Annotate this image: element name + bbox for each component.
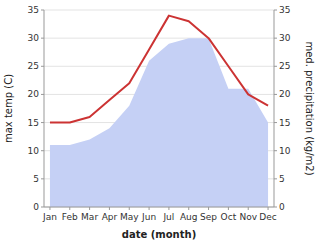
y2-axis-label: med. precipitation (kg/m2)	[304, 41, 315, 175]
x-tick-label: May	[120, 212, 139, 222]
temperature-line	[50, 16, 268, 123]
y2-tick	[274, 66, 277, 67]
x-tick	[268, 207, 269, 210]
y2-tick	[274, 122, 277, 123]
precipitation-area	[50, 38, 268, 207]
y2-tick-label: 0	[279, 202, 285, 212]
y2-tick	[274, 10, 277, 11]
x-tick	[49, 207, 50, 210]
y-tick-label: 20	[28, 89, 40, 99]
x-tick	[228, 207, 229, 210]
y-tick-label: 5	[33, 174, 39, 184]
y-tick-label: 30	[28, 33, 40, 43]
grid	[44, 10, 274, 207]
x-tick-label: Oct	[221, 212, 237, 222]
y-tick	[41, 207, 44, 208]
x-tick	[248, 207, 249, 210]
y-tick-label: 25	[28, 61, 39, 71]
y2-tick	[274, 178, 277, 179]
axes: JanFebMarAprMayJunJulAugSepOctNovDec0510…	[28, 5, 291, 222]
x-axis-label: date (month)	[122, 229, 196, 240]
grid-line	[44, 10, 274, 11]
y2-tick-label: 35	[279, 5, 290, 15]
y2-tick-label: 25	[279, 61, 290, 71]
y2-tick-label: 5	[279, 174, 285, 184]
y-tick	[41, 94, 44, 95]
y2-tick-label: 30	[279, 33, 291, 43]
x-tick-label: Jul	[162, 212, 174, 222]
x-axis-line	[44, 207, 274, 208]
y2-axis-line	[274, 10, 275, 207]
y2-tick-label: 15	[279, 118, 290, 128]
x-tick-label: Feb	[62, 212, 78, 222]
y-tick	[41, 38, 44, 39]
y-tick-label: 10	[28, 146, 40, 156]
y2-tick-label: 10	[279, 146, 291, 156]
x-tick	[129, 207, 130, 210]
grid-line	[44, 207, 274, 208]
y-axis-line	[44, 10, 45, 207]
chart: JanFebMarAprMayJunJulAugSepOctNovDec0510…	[0, 0, 318, 247]
y2-tick	[274, 94, 277, 95]
y-tick-label: 15	[28, 118, 39, 128]
y-tick-label: 0	[33, 202, 39, 212]
x-tick-label: Mar	[81, 212, 98, 222]
y-axis-label: max temp (C)	[3, 74, 14, 143]
grid-line	[44, 38, 274, 39]
x-tick-label: Nov	[239, 212, 257, 222]
x-tick-label: Jun	[141, 212, 156, 222]
x-tick	[149, 207, 150, 210]
x-tick-label: Jan	[42, 212, 57, 222]
y-tick	[41, 10, 44, 11]
x-tick	[69, 207, 70, 210]
x-tick	[188, 207, 189, 210]
x-tick	[89, 207, 90, 210]
x-tick	[168, 207, 169, 210]
x-tick-label: Dec	[259, 212, 276, 222]
x-tick-label: Aug	[180, 212, 198, 222]
x-tick	[208, 207, 209, 210]
y2-tick	[274, 38, 277, 39]
x-tick	[109, 207, 110, 210]
y-tick-label: 35	[28, 5, 39, 15]
y-tick	[41, 150, 44, 151]
y-tick	[41, 178, 44, 179]
x-tick-label: Sep	[200, 212, 217, 222]
x-tick-label: Apr	[102, 212, 118, 222]
y2-tick	[274, 150, 277, 151]
y2-tick	[274, 207, 277, 208]
y-tick	[41, 66, 44, 67]
y2-tick-label: 20	[279, 89, 291, 99]
plot-area	[50, 16, 268, 207]
y-tick	[41, 122, 44, 123]
